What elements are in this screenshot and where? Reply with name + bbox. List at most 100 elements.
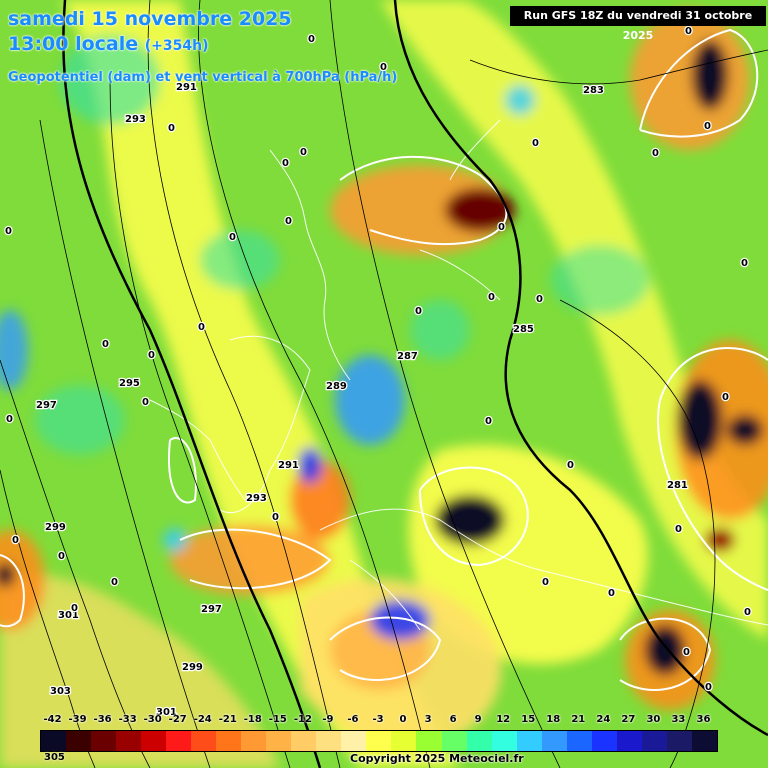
svg-text:0: 0 xyxy=(6,414,13,425)
legend-swatch xyxy=(516,731,542,751)
legend-swatch xyxy=(466,731,492,751)
svg-text:0: 0 xyxy=(608,588,615,599)
svg-text:0: 0 xyxy=(282,158,289,169)
svg-text:0: 0 xyxy=(148,350,155,361)
legend-swatch xyxy=(391,731,417,751)
legend-swatch xyxy=(66,731,92,751)
svg-text:299: 299 xyxy=(45,522,66,533)
svg-text:0: 0 xyxy=(485,416,492,427)
legend-swatch xyxy=(591,731,617,751)
svg-text:0: 0 xyxy=(308,34,315,45)
legend-swatch xyxy=(266,731,292,751)
run-info: Run GFS 18Z du vendredi 31 octobre 2025 xyxy=(510,6,766,42)
legend-swatch xyxy=(291,731,317,751)
svg-text:0: 0 xyxy=(675,524,682,535)
legend-tick-label: 15 xyxy=(521,714,536,725)
legend-swatch xyxy=(141,731,167,751)
svg-text:301: 301 xyxy=(156,707,177,718)
legend-swatch xyxy=(416,731,442,751)
legend-swatch xyxy=(541,731,567,751)
legend-tick-label: -21 xyxy=(218,714,237,725)
legend-swatch xyxy=(91,731,117,751)
legend-tick-label: -36 xyxy=(93,714,112,725)
legend-swatch xyxy=(691,731,717,751)
legend-tick-label: -42 xyxy=(43,714,62,725)
legend-swatch xyxy=(491,731,517,751)
svg-text:0: 0 xyxy=(300,147,307,158)
legend-swatch xyxy=(166,731,192,751)
legend-tick-label: 6 xyxy=(449,714,457,725)
svg-text:0: 0 xyxy=(142,397,149,408)
legend-swatch xyxy=(641,731,667,751)
svg-text:299: 299 xyxy=(182,662,203,673)
svg-text:0: 0 xyxy=(542,577,549,588)
svg-text:301: 301 xyxy=(58,610,79,621)
svg-text:0: 0 xyxy=(741,258,748,269)
forecast-date: samedi 15 novembre 2025 xyxy=(8,8,292,30)
svg-text:297: 297 xyxy=(201,604,222,615)
legend-swatch xyxy=(116,731,142,751)
map-parameter: Geopotentiel (dam) et vent vertical à 70… xyxy=(8,70,398,85)
legend-tick-label: -12 xyxy=(293,714,312,725)
legend-swatch xyxy=(441,731,467,751)
legend-swatch xyxy=(316,731,342,751)
svg-text:0: 0 xyxy=(12,535,19,546)
svg-text:0: 0 xyxy=(652,148,659,159)
svg-text:293: 293 xyxy=(246,493,267,504)
legend-tick-label: 30 xyxy=(646,714,661,725)
svg-text:281: 281 xyxy=(667,480,688,491)
copyright: Copyright 2025 Meteociel.fr xyxy=(350,752,524,765)
svg-text:0: 0 xyxy=(685,26,692,37)
legend-tick-label: -3 xyxy=(372,714,384,725)
svg-text:0: 0 xyxy=(198,322,205,333)
forecast-offset: (+354h) xyxy=(144,38,209,54)
svg-text:303: 303 xyxy=(50,686,71,697)
legend-swatch xyxy=(616,731,642,751)
color-legend xyxy=(40,730,718,752)
svg-text:0: 0 xyxy=(380,62,387,73)
legend-swatch xyxy=(666,731,692,751)
svg-text:0: 0 xyxy=(488,292,495,303)
svg-text:0: 0 xyxy=(722,392,729,403)
svg-text:285: 285 xyxy=(513,324,534,335)
coastlines xyxy=(149,119,768,631)
svg-text:0: 0 xyxy=(683,647,690,658)
legend-tick-label: -24 xyxy=(193,714,212,725)
svg-text:289: 289 xyxy=(326,381,347,392)
legend-tick-labels: -42 -39 -36 -33 -30 -27 -24 -21 -18 -15 -12 -9 -6 -3 0… xyxy=(32,714,732,728)
legend-tick-label: 18 xyxy=(546,714,561,725)
legend-tick-label: -9 xyxy=(322,714,334,725)
svg-text:291: 291 xyxy=(278,460,299,471)
svg-text:0: 0 xyxy=(71,603,78,614)
forecast-time: 13:00 locale (+354h) xyxy=(8,33,209,55)
legend-swatch xyxy=(341,731,367,751)
svg-text:0: 0 xyxy=(5,226,12,237)
svg-text:0: 0 xyxy=(58,551,65,562)
legend-tick-label: -18 xyxy=(243,714,262,725)
svg-text:0: 0 xyxy=(415,306,422,317)
legend-tick-label: -39 xyxy=(68,714,87,725)
legend-tick-label: -6 xyxy=(347,714,359,725)
legend-swatch xyxy=(366,731,392,751)
svg-text:0: 0 xyxy=(704,121,711,132)
legend-tick-label: -30 xyxy=(143,714,162,725)
svg-text:283: 283 xyxy=(583,85,604,96)
legend-tick-label: 24 xyxy=(596,714,611,725)
svg-text:295: 295 xyxy=(119,378,140,389)
svg-text:0: 0 xyxy=(705,682,712,693)
legend-swatch xyxy=(191,731,217,751)
svg-text:0: 0 xyxy=(532,138,539,149)
legend-swatch xyxy=(41,731,67,751)
legend-tick-label: -15 xyxy=(268,714,287,725)
legend-swatch xyxy=(566,731,592,751)
svg-text:0: 0 xyxy=(567,460,574,471)
map-labels: 0 0 0 291 293 0 283 0 0 0 0 0 0 0 0 0 0 … xyxy=(4,25,753,720)
svg-text:0: 0 xyxy=(285,216,292,227)
trough-line xyxy=(62,0,768,768)
legend-tick-label: 12 xyxy=(496,714,511,725)
svg-text:0: 0 xyxy=(168,123,175,134)
forecast-time-value: 13:00 locale xyxy=(8,33,139,55)
